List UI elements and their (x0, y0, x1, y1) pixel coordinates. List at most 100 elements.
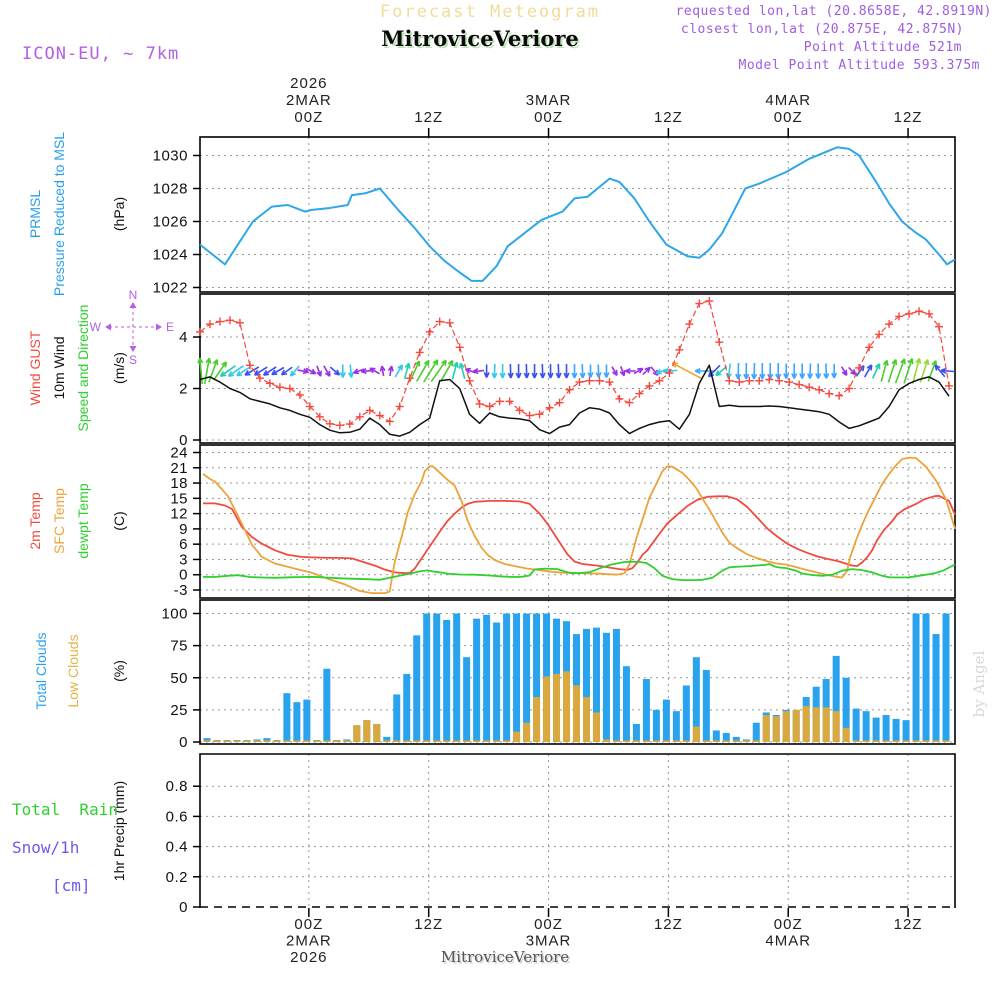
total-cloud-bar (752, 722, 760, 742)
wind-direction-arrow (611, 366, 618, 376)
top-time-label: 2MAR (286, 92, 332, 109)
bottom-time-label: 2026 (290, 949, 327, 966)
low-cloud-bar (772, 716, 780, 742)
wind-direction-arrow (369, 367, 380, 375)
time-axis: 20262MAR00Z00Z2MAR202612Z12Z3MAR00Z00Z3M… (286, 75, 923, 966)
y-tick-label: 25 (170, 702, 188, 719)
wind-direction-arrow (940, 367, 956, 374)
total-cloud-bar (513, 613, 521, 742)
wind-direction-arrow (353, 368, 365, 375)
wind-direction-arrow (213, 361, 228, 381)
bottom-time-label: 12Z (654, 916, 683, 933)
wind-direction-arrow (472, 368, 485, 375)
wind-direction-arrow (394, 364, 404, 378)
wind-series (196, 296, 956, 437)
wind10m-label: 10m Wind (51, 336, 67, 399)
low-cloud-bar (832, 711, 840, 742)
top-time-label: 4MAR (765, 92, 811, 109)
wind-direction-arrow (894, 358, 906, 384)
low-cloud-bar (902, 740, 910, 742)
wind-direction-arrow (458, 362, 466, 379)
low-cloud-bar (313, 740, 321, 742)
total-cloud-bar (523, 613, 531, 742)
wind-direction-arrow (887, 359, 898, 383)
low-cloud-bar (373, 724, 381, 742)
total-cloud-bar (712, 730, 720, 742)
low-cloud-bar (872, 740, 880, 742)
y-tick-label: 50 (170, 670, 188, 687)
total-cloud-bar (732, 736, 740, 742)
y-tick-label: 0 (179, 899, 188, 916)
wind-unit-label: (m/s) (111, 352, 127, 384)
low-cloud-bar (333, 740, 341, 742)
wind-direction-arrow (403, 362, 411, 379)
y-tick-label: 21 (170, 460, 188, 477)
wind-direction-arrow (725, 363, 732, 379)
low-cloud-bar (592, 712, 600, 742)
wind-direction-arrow (807, 363, 814, 379)
y-tick-label: 24 (170, 445, 188, 462)
total-cloud-bar (283, 693, 291, 742)
y-tick-label: 3 (179, 551, 188, 568)
total-cloud-bar (403, 673, 411, 742)
wind-direction-arrow (507, 363, 514, 379)
low-cloud-bar (503, 740, 511, 742)
low-cloud-bar (203, 740, 211, 742)
low-cloud-bar (393, 740, 401, 742)
y-tick-label: 4 (179, 329, 188, 346)
total-cloud-bar (493, 622, 501, 742)
low-cloud-bar (573, 685, 581, 742)
wind-direction-arrow (236, 365, 252, 377)
y-tick-label: 0 (179, 734, 188, 751)
total-cloud-bar (942, 613, 950, 742)
y-tick-label: 0.4 (166, 839, 188, 856)
bottom-time-label: 3MAR (526, 933, 572, 950)
low-cloud-bar (792, 709, 800, 742)
compass-n-label: N (129, 288, 138, 302)
wind-direction-arrow (416, 359, 430, 382)
low-cloud-bar (682, 740, 690, 742)
low-cloud-bar (283, 740, 291, 742)
precip-unit-label: 1hr Precip (mm) (111, 781, 127, 881)
pressure-series (199, 146, 956, 282)
wind-direction-arrow (775, 363, 782, 380)
low-cloud-bar (563, 671, 571, 742)
y-tick-label: 18 (170, 475, 188, 492)
wind-direction-arrow (823, 363, 830, 379)
wind-direction-arrow (934, 364, 946, 378)
top-time-label: 3MAR (526, 92, 572, 109)
total-cloud-bar (293, 702, 301, 742)
total-cloud-bar (203, 738, 211, 742)
low-cloud-bar (702, 740, 710, 742)
total-cloud-bar (433, 613, 441, 742)
low-clouds-label: Low Clouds (65, 634, 81, 707)
wind-direction-arrow (595, 364, 602, 378)
bottom-time-label: 2MAR (286, 933, 332, 950)
low-cloud-bar (543, 676, 551, 742)
compass-rose: N S W E (90, 288, 174, 367)
wind-direction-arrow (911, 357, 922, 384)
total-cloud-bar (622, 666, 630, 742)
wind-direction-arrow (555, 363, 562, 379)
point-altitude-label: Point Altitude 521m (803, 40, 962, 55)
wind-direction-arrow (329, 366, 341, 376)
total-cloud-bar (463, 657, 471, 742)
top-time-label: 00Z (294, 109, 323, 126)
wind-direction-arrow (515, 364, 522, 379)
low-cloud-bar (842, 727, 850, 742)
total-cloud-bar (303, 699, 311, 742)
wind-direction-arrow (759, 363, 766, 380)
y-tick-label: 75 (170, 638, 188, 655)
pressure-unit-label: (hPa) (111, 197, 127, 231)
low-cloud-bar (582, 697, 590, 742)
total-cloud-bar (413, 635, 421, 742)
low-cloud-bar (473, 740, 481, 742)
top-time-label: 12Z (894, 109, 923, 126)
low-cloud-bar (642, 740, 650, 742)
wind-direction-arrow (323, 365, 331, 377)
wind-direction-arrow (244, 366, 260, 376)
page-title: MitroviceVeriore (381, 26, 579, 51)
bottom-time-label: 00Z (774, 916, 803, 933)
bottom-time-label: 00Z (294, 916, 323, 933)
